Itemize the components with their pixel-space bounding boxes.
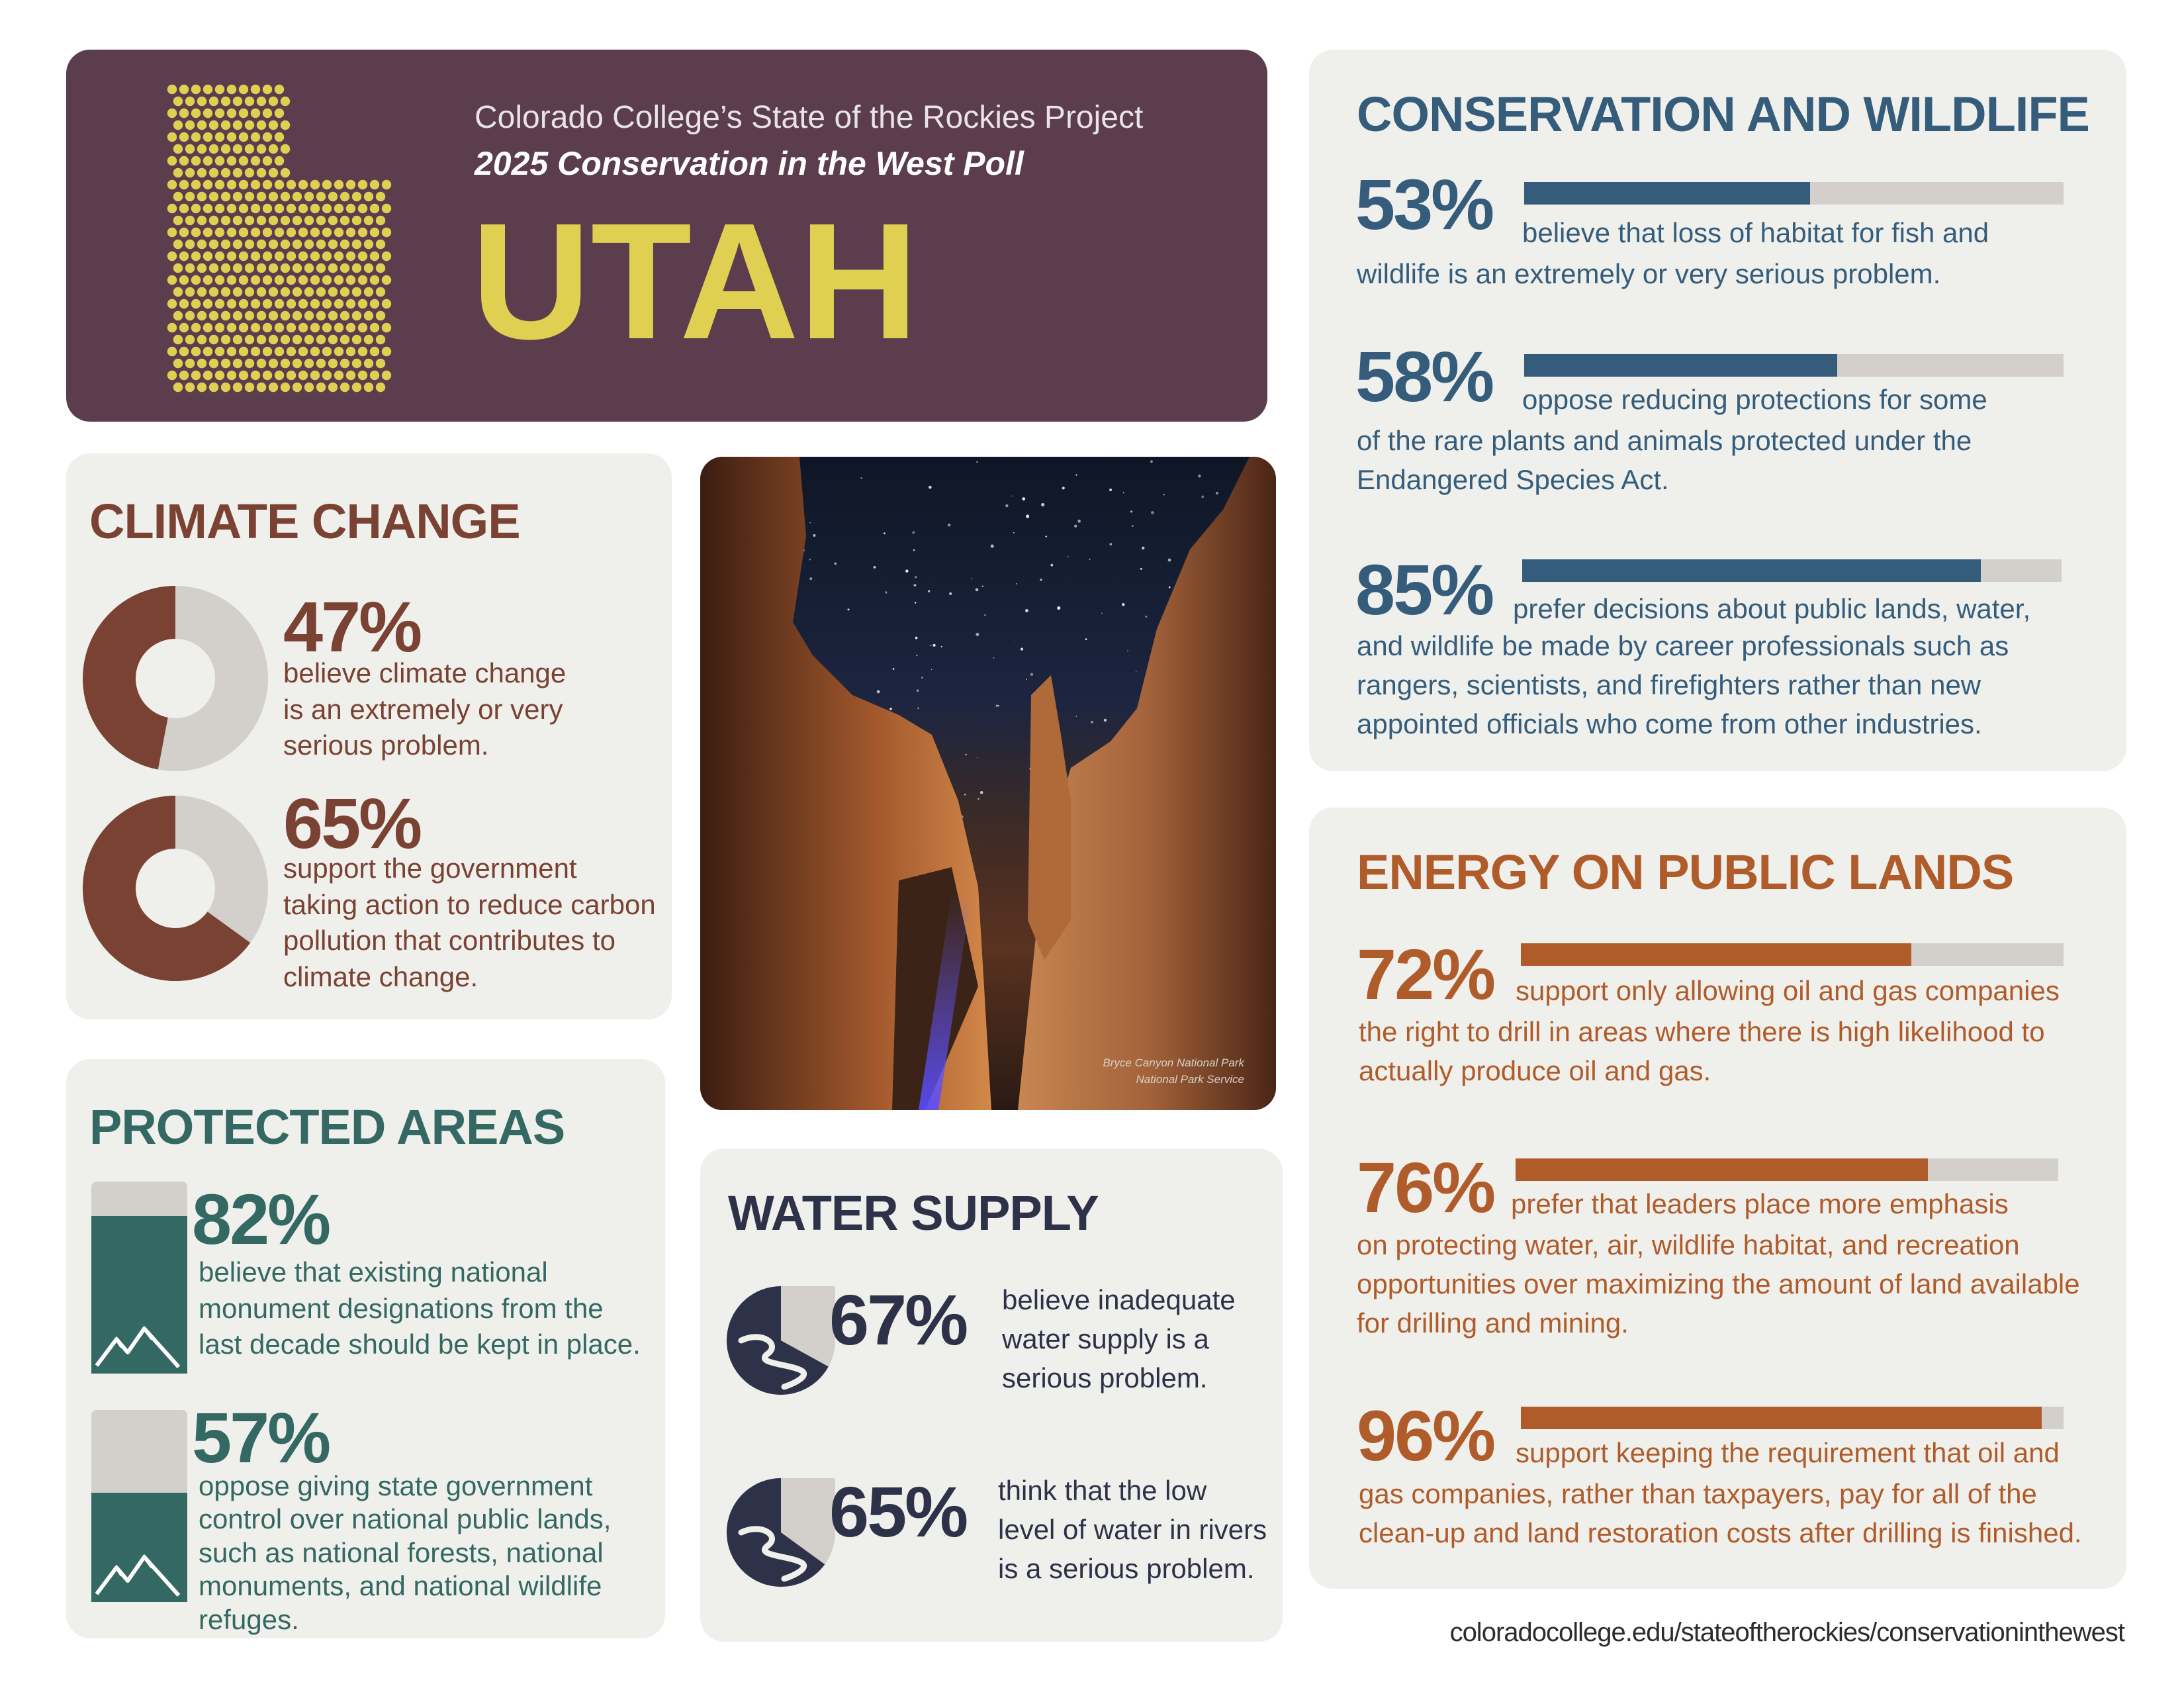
bar-fill	[1521, 943, 1912, 966]
wildlife-percent-1: 53%	[1355, 164, 1494, 244]
protected-percent-2: 57%	[192, 1397, 331, 1477]
protected-text-2: oppose giving state government control o…	[199, 1470, 612, 1635]
water-drop-chart-2	[727, 1478, 835, 1587]
footer-url[interactable]: coloradocollege.edu/stateoftherockies/co…	[1449, 1618, 2125, 1647]
energy-percent-1: 72%	[1357, 934, 1496, 1014]
wildlife-bar-2	[1524, 354, 2064, 377]
water-text-2: think that the low level of water in riv…	[998, 1475, 1267, 1584]
bar-fill	[1516, 1158, 1929, 1181]
climate-text-2: support the government taking action to …	[283, 853, 656, 992]
water-text-1: believe inadequate water supply is a ser…	[1002, 1284, 1236, 1393]
river-icon	[738, 1334, 807, 1390]
donut-value-slice	[82, 586, 175, 770]
protected-bar-1	[91, 1182, 187, 1374]
energy-title: ENERGY ON PUBLIC LANDS	[1357, 845, 2014, 900]
water-drop-value	[727, 1286, 829, 1395]
conservation-wildlife-title: CONSERVATION AND WILDLIFE	[1357, 87, 2090, 142]
climate-change-panel: CLIMATE CHANGE 47% believe climate chang…	[66, 453, 672, 1019]
wildlife-percent-3: 85%	[1355, 549, 1494, 630]
wildlife-text-2-rest: of the rare plants and animals protected…	[1357, 425, 1972, 495]
protected-areas-panel: PROTECTED AREAS 82% believe that existin…	[66, 1059, 665, 1638]
photo-caption-1: Bryce Canyon National Park	[1103, 1056, 1244, 1069]
bar-fill	[1521, 1407, 2042, 1429]
climate-percent-2: 65%	[283, 783, 422, 863]
wildlife-text-1-rest: wildlife is an extremely or very serious…	[1357, 258, 1941, 289]
water-percent-2: 65%	[829, 1472, 968, 1552]
bar-fill	[1524, 182, 1810, 205]
energy-text-3-rest: gas companies, rather than taxpayers, pa…	[1359, 1478, 2082, 1548]
energy-percent-2: 76%	[1357, 1147, 1496, 1227]
energy-bar-2	[1516, 1158, 2058, 1181]
wildlife-percent-2: 58%	[1355, 336, 1494, 416]
energy-text-1-rest: the right to drill in areas where there …	[1359, 1016, 2045, 1086]
energy-text-2-first: prefer that leaders place more emphasis	[1511, 1188, 2009, 1219]
energy-text-2-rest: on protecting water, air, wildlife habit…	[1357, 1229, 2080, 1338]
bar-fill	[91, 1492, 187, 1602]
bar-fill	[1522, 559, 1981, 582]
water-supply-panel: WATER SUPPLY 67% believe inadequate wate…	[700, 1149, 1283, 1642]
bar-fill	[91, 1216, 187, 1374]
bar-fill	[1524, 354, 1837, 377]
energy-text-3-first: support keeping the requirement that oil…	[1516, 1437, 2060, 1468]
header-banner: Colorado College’s State of the Rockies …	[66, 50, 1267, 422]
water-percent-1: 67%	[829, 1280, 968, 1360]
river-icon	[738, 1526, 807, 1582]
bryce-canyon-photo: Bryce Canyon National Park National Park…	[700, 457, 1276, 1110]
photo-caption-2: National Park Service	[1136, 1073, 1244, 1086]
energy-bar-1	[1521, 943, 2064, 966]
donut-hole	[136, 639, 215, 718]
climate-text-1: believe climate change is an extremely o…	[283, 657, 567, 761]
protected-bar-2	[91, 1410, 187, 1602]
protected-text-1: believe that existing national monument …	[199, 1256, 641, 1360]
wildlife-bar-3	[1522, 559, 2062, 582]
energy-bar-3	[1521, 1407, 2064, 1429]
wildlife-text-1-first: believe that loss of habitat for fish an…	[1522, 217, 1989, 248]
energy-text-1-first: support only allowing oil and gas compan…	[1516, 975, 2060, 1006]
climate-percent-1: 47%	[283, 586, 422, 667]
climate-donut-chart-2	[82, 796, 268, 981]
wildlife-text-3-rest: and wildlife be made by career professio…	[1357, 630, 2009, 739]
utah-state-dots-icon	[167, 84, 392, 393]
canyon-illustration	[700, 457, 1276, 1110]
poll-name: 2025 Conservation in the West Poll	[475, 145, 1024, 182]
climate-change-title: CLIMATE CHANGE	[89, 494, 521, 549]
state-name: UTAH	[471, 189, 919, 373]
wildlife-text-2-first: oppose reducing protections for some	[1522, 384, 1987, 415]
donut-hole	[136, 849, 215, 928]
mountain-icon	[95, 1554, 181, 1597]
protected-areas-title: PROTECTED AREAS	[89, 1100, 565, 1154]
protected-percent-1: 82%	[192, 1179, 331, 1259]
wildlife-bar-1	[1524, 182, 2064, 205]
energy-public-lands-panel: ENERGY ON PUBLIC LANDS 72% support only …	[1309, 808, 2126, 1589]
header-subtitle: Colorado College’s State of the Rockies …	[475, 100, 1144, 135]
conservation-wildlife-panel: CONSERVATION AND WILDLIFE 53% believe th…	[1309, 50, 2126, 771]
climate-donut-chart-1	[82, 586, 268, 771]
water-supply-title: WATER SUPPLY	[728, 1186, 1099, 1241]
mountain-icon	[95, 1325, 181, 1369]
energy-percent-3: 96%	[1357, 1395, 1496, 1476]
wildlife-text-3-first: prefer decisions about public lands, wat…	[1513, 593, 2031, 624]
water-drop-chart-1	[727, 1286, 835, 1395]
